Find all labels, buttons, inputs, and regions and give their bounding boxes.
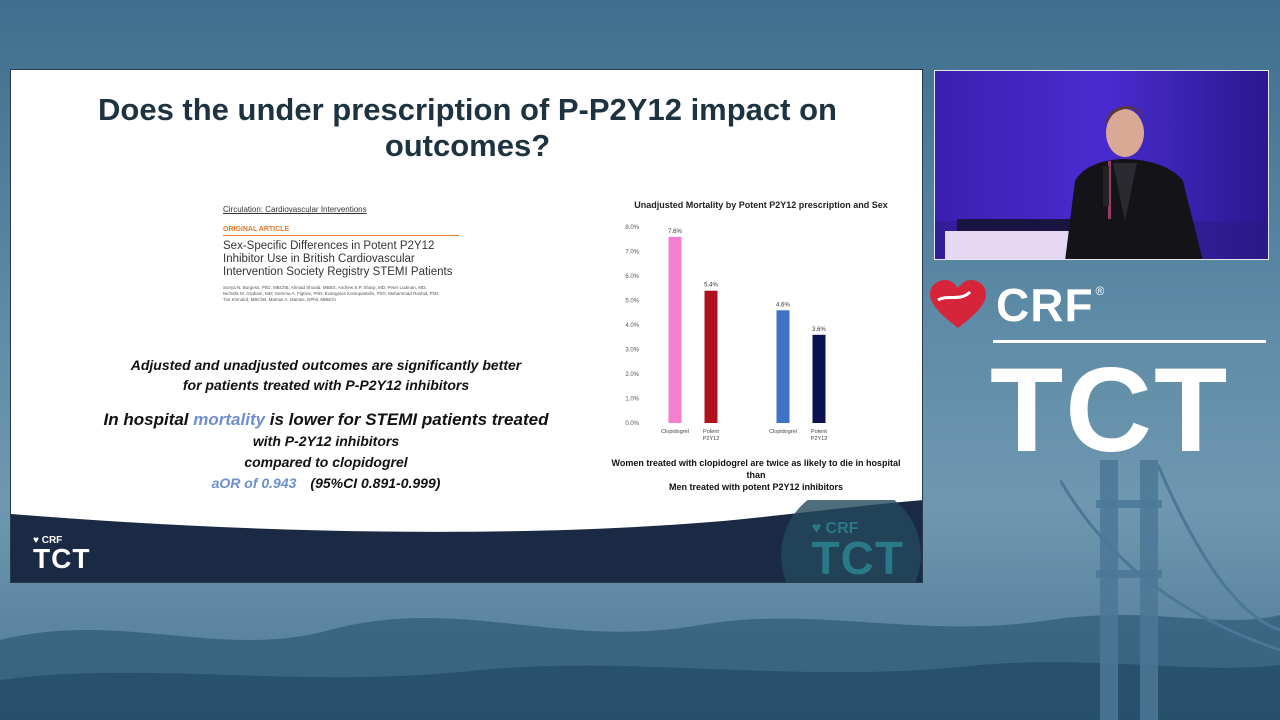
mortality-highlight: mortality (193, 410, 266, 429)
slide-footer-band (11, 500, 922, 582)
bar-value-label: 4.6% (776, 302, 790, 308)
chart-bar (704, 290, 718, 423)
presentation-slide: Does the under prescription of P-P2Y12 i… (10, 69, 923, 583)
watermark-heart-icon: ♥ (811, 520, 822, 537)
category-label: Potent (811, 429, 827, 435)
footer-heart-icon: ♥ (33, 535, 39, 546)
aor-value: aOR of 0.943 (211, 475, 297, 491)
mortality-line-3: compared to clopidogrel (244, 454, 408, 470)
y-tick-label: 1.0% (625, 397, 639, 403)
bar-value-label: 7.6% (668, 229, 682, 235)
y-tick-label: 7.0% (625, 250, 639, 256)
article-type: ORIGINAL ARTICLE (223, 226, 290, 233)
category-label-line2: P2Y12 (811, 436, 828, 442)
category-label: Potent (703, 429, 719, 435)
registered-mark: ® (1095, 284, 1105, 298)
y-tick-label: 4.0% (625, 323, 639, 329)
caption-line-2: than (746, 470, 766, 480)
slide-footer-watermark: ♥ CRF TCT (811, 520, 904, 583)
footer-crf-text: ♥ CRF (33, 535, 90, 546)
watermark-tct-text: TCT (811, 532, 904, 583)
brand-crf-text: CRF (996, 279, 1094, 331)
caption-line-1: Women treated with clopidogrel are twice… (611, 458, 901, 468)
mortality-post: is lower for STEMI patients treated (265, 410, 549, 429)
article-title: Sex-Specific Differences in Potent P2Y12… (223, 240, 453, 278)
speaker-figure (935, 106, 1268, 259)
category-label-line2: P2Y12 (703, 436, 720, 442)
mortality-bar-chart: 0.0% 1.0% 2.0% 3.0% 4.0% 5.0% 6.0% 7.0% 8.0% 7.6%… (625, 225, 828, 442)
article-citation: Circulation: Cardiovascular Intervention… (223, 205, 473, 303)
heart-icon (930, 280, 986, 328)
bar-value-label: 5.4% (704, 283, 718, 289)
category-label: Clopidogrel (769, 429, 797, 435)
brand-divider (993, 340, 1266, 343)
journal-name: Circulation: Cardiovascular Intervention… (223, 205, 367, 214)
y-tick-label: 8.0% (625, 225, 639, 231)
caption-line-3: Men treated with potent P2Y12 inhibitors (668, 482, 844, 492)
slide-title: Does the under prescription of P-P2Y12 i… (98, 92, 837, 163)
finding-line-2: for patients treated with P-P2Y12 inhibi… (182, 377, 470, 393)
mortality-pre: In hospital (103, 410, 194, 429)
y-tick-label: 0.0% (625, 421, 639, 427)
finding-line-1: Adjusted and unadjusted outcomes are sig… (130, 357, 522, 373)
chart-title: Unadjusted Mortality by Potent P2Y12 pre… (634, 200, 888, 210)
y-tick-label: 6.0% (625, 274, 639, 280)
article-divider (223, 235, 459, 236)
footer-crf-label: CRF (41, 535, 63, 546)
brand-tct-text: TCT (990, 343, 1230, 477)
background-hills (0, 615, 1280, 720)
slide-footer-logo: ♥ CRF TCT (33, 535, 91, 574)
footer-tct-text: TCT (33, 543, 91, 574)
brand-crf-logo: CRF ® (930, 278, 1104, 332)
bar-value-label: 3.6% (812, 327, 826, 333)
chart-bar (668, 236, 682, 423)
watermark-crf-text: ♥ CRF (812, 520, 904, 538)
article-authors: Sonya N. Burgess, PhD, MBChB; Ahmad Shoa… (223, 285, 440, 302)
speaker-video (934, 70, 1269, 260)
chart-bar (812, 334, 826, 423)
y-tick-label: 3.0% (625, 348, 639, 354)
key-findings: Adjusted and unadjusted outcomes are sig… (81, 355, 571, 494)
mortality-statement: In hospital mortality is lower for STEMI… (81, 409, 571, 431)
watermark-crf-label: CRF (825, 520, 859, 537)
background-bridge (1060, 460, 1280, 720)
mortality-line-2: with P-2Y12 inhibitors (252, 433, 400, 449)
chart-bar (776, 310, 790, 423)
category-label: Clopidogrel (661, 429, 689, 435)
odds-ratio: aOR of 0.943 (95%CI 0.891-0.999) (81, 473, 571, 494)
chart-caption: Women treated with clopidogrel are twice… (596, 457, 916, 493)
confidence-interval: (95%CI 0.891-0.999) (310, 475, 441, 491)
y-tick-label: 2.0% (625, 372, 639, 378)
y-tick-label: 5.0% (625, 299, 639, 305)
